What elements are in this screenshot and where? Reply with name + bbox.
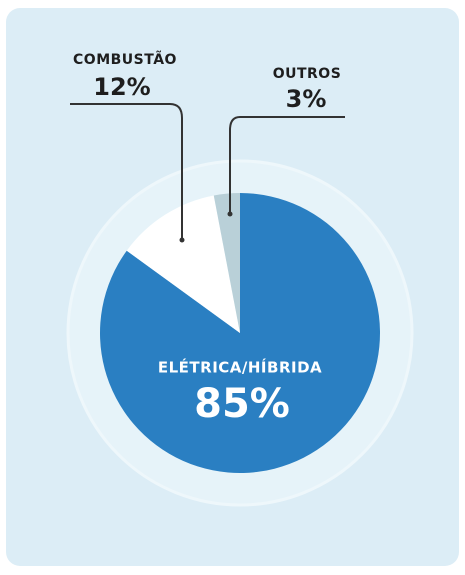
- slice-value: 85%: [194, 381, 290, 427]
- leader-line: [229, 116, 345, 214]
- pie-slice: [100, 193, 381, 473]
- slice-label: OUTROS: [273, 66, 342, 82]
- pie: [100, 193, 381, 473]
- leader-dot: [227, 211, 233, 217]
- slice-value: 3%: [286, 85, 327, 113]
- leader-line: [70, 103, 183, 240]
- slice-value: 12%: [93, 73, 150, 101]
- slice-label: COMBUSTÃO: [73, 51, 177, 68]
- pie-slice: [126, 195, 240, 333]
- slice-label: ELÉTRICA/HÍBRIDA: [158, 358, 322, 377]
- pie-slice: [213, 193, 240, 333]
- leader-dot: [179, 237, 185, 243]
